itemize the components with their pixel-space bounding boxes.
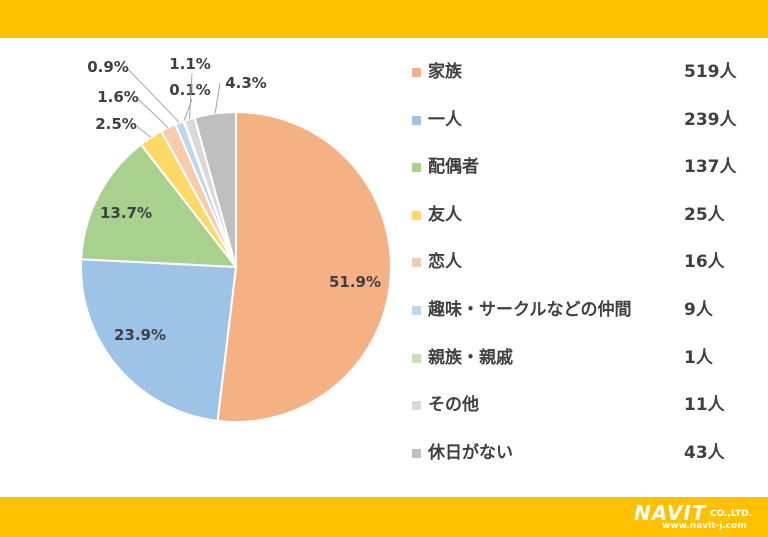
legend: 家族 519人 一人 239人 配偶者 137人 友人 25人 恋人 16人 趣味・サーク…: [412, 58, 752, 486]
pie-slice: [80, 258, 238, 423]
slice-percentage-label: 0.9%: [87, 58, 129, 76]
legend-count: 9人: [684, 299, 713, 320]
legend-item: 友人 25人: [412, 201, 752, 249]
legend-label: 趣味・サークルなどの仲間: [428, 299, 632, 320]
leader-line: [214, 82, 221, 114]
logo-text: NAVIT: [634, 501, 707, 525]
legend-count: 16人: [684, 252, 725, 273]
legend-label: 一人: [428, 109, 462, 130]
logo-suffix: CO.,LTD.: [710, 509, 753, 519]
slice-percentage-label: 51.9%: [329, 273, 381, 291]
legend-swatch: [412, 401, 421, 411]
slice-percentage-label: 2.5%: [95, 115, 137, 133]
bottom-banner: [0, 497, 768, 537]
legend-count: 11人: [684, 395, 725, 416]
legend-label: 親族・親戚: [428, 347, 513, 368]
legend-swatch: [412, 448, 421, 458]
legend-swatch: [412, 68, 421, 77]
legend-count: 25人: [684, 204, 725, 225]
legend-label: 友人: [428, 204, 462, 225]
legend-label: 配偶者: [428, 157, 479, 178]
legend-count: 43人: [684, 442, 725, 463]
slice-percentage-label: 13.7%: [100, 204, 152, 222]
legend-item: 一人 239人: [412, 106, 752, 154]
legend-count: 1人: [684, 347, 713, 368]
slice-percentage-label: 23.9%: [114, 326, 166, 344]
leader-line: [125, 66, 180, 124]
slice-percentage-label: 1.6%: [97, 88, 139, 106]
slice-percentage-label: 1.1%: [169, 55, 211, 73]
legend-item: 恋人 16人: [412, 248, 752, 296]
leader-line: [133, 123, 152, 138]
legend-count: 519人: [684, 62, 737, 82]
legend-swatch: [412, 115, 421, 125]
legend-item: 配偶者 137人: [412, 153, 752, 201]
pie-chart: 51.9% 23.9% 13.7% 2.5% 1.6% 0.9% 0.1% 1.1% 4.3%: [80, 55, 392, 423]
legend-item: その他 11人: [412, 391, 752, 439]
legend-item: 家族 519人: [412, 58, 752, 106]
legend-label: 恋人: [428, 252, 462, 273]
legend-label: 家族: [428, 62, 462, 82]
legend-count: 239人: [684, 109, 737, 130]
company-logo: NAVIT CO.,LTD. www.navit-j.com: [630, 501, 762, 533]
legend-swatch: [412, 258, 421, 268]
pie-slice: [80, 143, 239, 269]
slice-percentage-label: 4.3%: [225, 74, 267, 92]
legend-item: 趣味・サークルなどの仲間 9人: [412, 296, 752, 344]
legend-item: 休日がない 43人: [412, 439, 752, 487]
company-url: www.navit-j.com: [662, 521, 747, 531]
top-banner: [0, 0, 768, 38]
leader-line: [189, 72, 193, 120]
legend-swatch: [412, 305, 421, 315]
legend-label: 休日がない: [428, 442, 513, 463]
legend-item: 親族・親戚 1人: [412, 344, 752, 392]
legend-swatch: [412, 210, 421, 220]
pie-slice: [193, 110, 237, 268]
leader-line: [135, 96, 169, 128]
legend-label: その他: [428, 395, 479, 416]
slice-percentage-label: 0.1%: [169, 81, 211, 99]
legend-count: 137人: [684, 157, 737, 178]
legend-swatch: [412, 353, 421, 363]
legend-swatch: [412, 163, 421, 173]
pie-slice: [216, 110, 392, 423]
